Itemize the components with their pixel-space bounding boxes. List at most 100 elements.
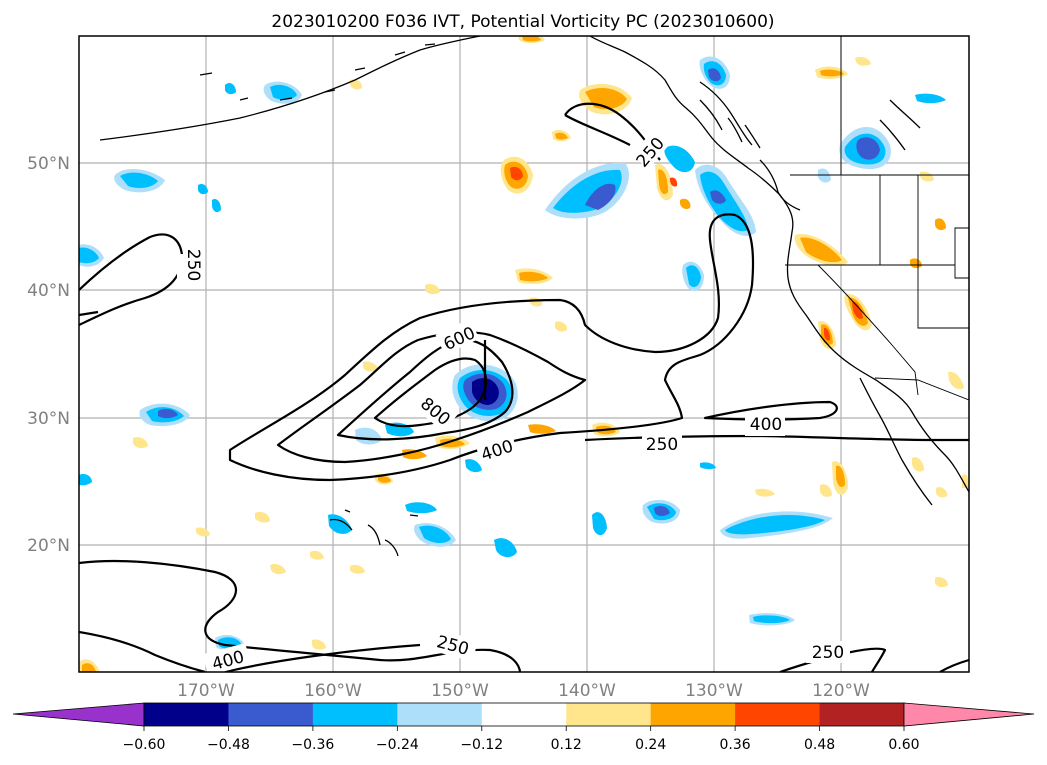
lon-label: 150°W bbox=[431, 681, 489, 701]
gridlines bbox=[79, 36, 969, 672]
pv-blob bbox=[79, 247, 99, 264]
colorbar-segment bbox=[228, 703, 314, 726]
puget-coast bbox=[759, 159, 801, 211]
pv-blob bbox=[920, 171, 934, 182]
lon-label: 130°W bbox=[685, 681, 743, 701]
pv-blob bbox=[425, 283, 440, 295]
pv-blob bbox=[350, 564, 365, 574]
pv-blob bbox=[700, 462, 716, 470]
pv-blob bbox=[670, 177, 678, 187]
colorbar-extend-min bbox=[12, 702, 145, 727]
pv-blob bbox=[378, 476, 391, 483]
pv-blob bbox=[158, 408, 178, 419]
ivt-labels: 250 250 600 800 400 250 400 250 400 250 bbox=[177, 130, 850, 672]
pv-blob bbox=[912, 457, 924, 472]
pv-blob bbox=[820, 69, 844, 77]
pv-blob bbox=[664, 145, 695, 173]
pv-blob bbox=[800, 237, 842, 263]
colorbar-tick-label: 0.60 bbox=[888, 737, 919, 753]
pv-blob bbox=[79, 473, 92, 486]
pv-blob bbox=[935, 218, 946, 231]
lat-label: 20°N bbox=[27, 536, 70, 556]
lat-label: 40°N bbox=[27, 281, 70, 301]
pv-blob bbox=[120, 172, 158, 189]
pv-blob bbox=[270, 84, 297, 100]
pv-blob bbox=[402, 449, 427, 460]
colorbar-tick-label: −0.12 bbox=[460, 737, 503, 753]
colorbar-ticks: −0.60 −0.48 −0.36 −0.24 −0.12 0.12 0.24 0.36 0.4… bbox=[123, 726, 920, 753]
colorbar-tick-label: 0.24 bbox=[635, 737, 666, 753]
pv-blob bbox=[935, 576, 948, 588]
ivt-contour-400-south bbox=[224, 643, 421, 672]
pv-blob bbox=[405, 502, 437, 514]
pv-blob bbox=[494, 538, 517, 558]
colorbar-segment bbox=[397, 703, 483, 726]
colorbar-segment bbox=[312, 703, 398, 726]
borders bbox=[785, 36, 969, 401]
pv-blob bbox=[753, 615, 790, 624]
pv-blob bbox=[818, 168, 831, 183]
bc-coast bbox=[699, 81, 753, 146]
pv-blob bbox=[852, 301, 863, 319]
map-frame bbox=[78, 35, 970, 673]
colorbar-tick-label: −0.60 bbox=[123, 737, 166, 753]
coast-detail bbox=[879, 99, 921, 151]
pv-blob bbox=[198, 183, 208, 195]
colorbar-extend-max bbox=[903, 702, 1035, 727]
bc-islands bbox=[699, 99, 761, 149]
pv-blob bbox=[212, 199, 221, 213]
ivt-contour-600 bbox=[336, 338, 514, 441]
ivt-contour-segment bbox=[79, 310, 99, 317]
colorbar-tick-label: −0.24 bbox=[376, 737, 419, 753]
pv-blob bbox=[225, 82, 236, 95]
pv-blob bbox=[350, 79, 363, 90]
lon-label: 120°W bbox=[812, 681, 870, 701]
pv-blob bbox=[270, 563, 286, 575]
pv-blob bbox=[910, 258, 922, 269]
us-mexico-border bbox=[874, 377, 969, 401]
pv-blob bbox=[820, 484, 832, 497]
hawaii-islands bbox=[329, 509, 419, 557]
baja-coast bbox=[859, 377, 933, 506]
map-area bbox=[79, 36, 969, 672]
colorbar-segment bbox=[481, 703, 567, 726]
pv-blob bbox=[962, 474, 969, 488]
ivt-contour-segment bbox=[939, 658, 969, 672]
ivt-contour-400-sw bbox=[79, 630, 206, 672]
pv-blob bbox=[440, 438, 465, 448]
colorbar-segment bbox=[819, 703, 905, 726]
pv-blob bbox=[519, 271, 548, 282]
pv-blob bbox=[585, 183, 616, 210]
pv-blob bbox=[708, 68, 721, 82]
colorbar-segment bbox=[144, 703, 229, 726]
pv-blob bbox=[592, 512, 607, 536]
ivt-label: 250 bbox=[646, 435, 678, 455]
pv-positive-anomalies bbox=[79, 36, 969, 672]
colorbar: −0.60 −0.48 −0.36 −0.24 −0.12 0.12 0.24 0.36 0.4… bbox=[12, 702, 1035, 753]
pv-blob bbox=[419, 525, 451, 544]
pv-blob bbox=[522, 36, 541, 42]
colorbar-segment bbox=[566, 703, 652, 726]
pv-blob bbox=[133, 437, 148, 449]
latitude-labels: 50°N 40°N 30°N 20°N bbox=[27, 154, 70, 556]
pv-blob bbox=[363, 361, 378, 372]
colorbar-segments bbox=[143, 702, 905, 727]
pv-blob bbox=[310, 550, 324, 560]
state-border bbox=[954, 227, 969, 279]
ivt-contour-250-north-b bbox=[564, 114, 631, 146]
pv-blob bbox=[856, 137, 880, 160]
longitude-labels: 170°W 160°W 150°W 140°W 130°W 120°W bbox=[177, 681, 870, 701]
pv-blob bbox=[528, 424, 556, 434]
ivt-label: 250 bbox=[812, 643, 844, 663]
pv-blob bbox=[555, 321, 568, 332]
ivt-label: 250 bbox=[183, 249, 203, 281]
lat-label: 30°N bbox=[27, 409, 70, 429]
pv-blob bbox=[82, 663, 96, 672]
pv-blob bbox=[855, 56, 871, 66]
colorbar-tick-label: −0.48 bbox=[207, 737, 250, 753]
pv-blob bbox=[196, 527, 210, 537]
ivt-contour-400 bbox=[276, 331, 587, 464]
pv-blob bbox=[510, 166, 523, 181]
ivt-contour-250-south bbox=[79, 559, 522, 672]
